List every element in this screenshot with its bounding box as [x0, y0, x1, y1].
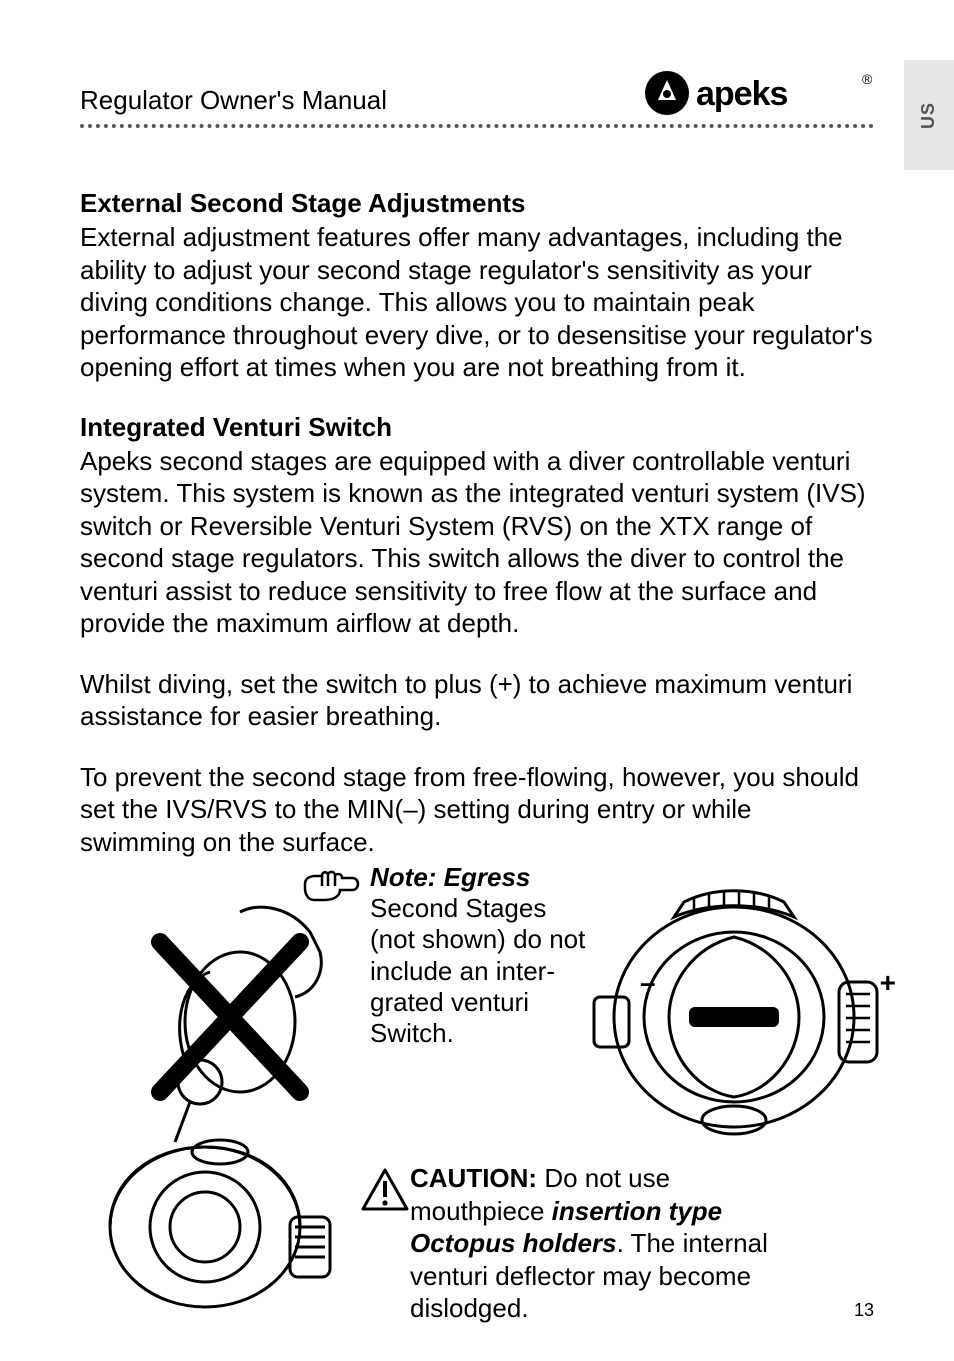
pointing-hand-icon	[300, 866, 360, 906]
section-2-p2: Whilst diving, set the switch to plus (+…	[80, 668, 874, 733]
caution-label: CAUTION:	[410, 1163, 537, 1193]
section-2-p3: To prevent the second stage from free-fl…	[80, 761, 874, 859]
svg-text:®: ®	[862, 71, 873, 87]
page-header: Regulator Owner's Manual apeks ®	[80, 70, 874, 116]
section-1-heading: External Second Stage Adjustments	[80, 188, 874, 219]
language-tab-label: US	[918, 101, 939, 128]
plus-label: +	[880, 967, 896, 999]
section-1-body: External adjustment features offer many …	[80, 221, 874, 384]
figure-area: apeks – + Note: Egress Second Stages (no…	[80, 862, 874, 1342]
apeks-logo-icon: apeks ®	[644, 70, 874, 116]
note-text: Note: Egress Second Stages (not shown) d…	[370, 862, 590, 1049]
warning-triangle-icon	[360, 1167, 410, 1213]
svg-text:apeks: apeks	[716, 1010, 753, 1025]
minus-label: –	[640, 967, 656, 999]
svg-text:apeks: apeks	[696, 75, 787, 113]
regulator-crossed-icon	[60, 882, 380, 1312]
section-2-heading: Integrated Venturi Switch	[80, 412, 874, 443]
section-2-body: Apeks second stages are equipped with a …	[80, 445, 874, 640]
language-tab: US	[904, 60, 954, 170]
brand-logo: apeks ®	[644, 70, 874, 116]
note-body: Second Stages (not shown) do not include…	[370, 893, 585, 1048]
caution-text: CAUTION: Do not use mouthpiece insertion…	[410, 1162, 810, 1325]
page-number: 13	[854, 1300, 874, 1321]
regulator-front-icon: apeks	[584, 862, 884, 1142]
header-title: Regulator Owner's Manual	[80, 85, 387, 116]
note-prefix: Note: Egress	[370, 862, 530, 892]
page: US Regulator Owner's Manual apeks ® Exte…	[0, 0, 954, 1361]
header-divider	[80, 124, 874, 128]
